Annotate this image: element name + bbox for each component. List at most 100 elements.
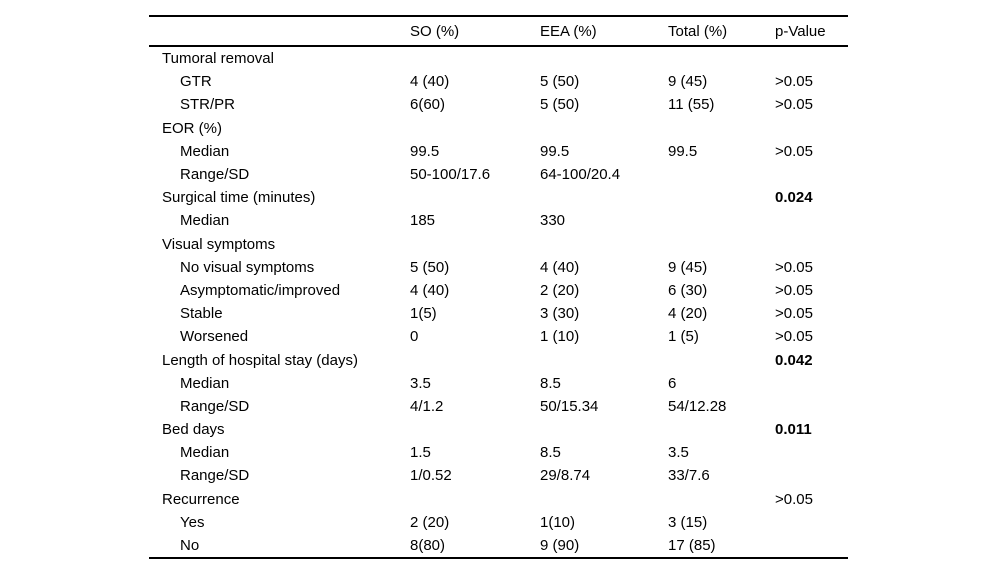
row-cell-total: 99.5 bbox=[668, 142, 698, 160]
row-cell-pvalue: >0.05 bbox=[775, 328, 813, 346]
row-cell-pvalue: >0.05 bbox=[775, 490, 813, 508]
table-row: EOR (%) bbox=[149, 117, 848, 140]
row-cell-pvalue: >0.05 bbox=[775, 142, 813, 160]
table-row: Median 1.5 8.5 3.5 bbox=[149, 441, 848, 464]
row-cell-eea: 1(10) bbox=[540, 513, 576, 531]
row-cell-pvalue: 0.024 bbox=[775, 189, 813, 207]
table-row: Median 99.5 99.5 99.5 >0.05 bbox=[149, 140, 848, 163]
row-cell-so: 4 (40) bbox=[410, 73, 450, 91]
row-label: Range/SD bbox=[180, 166, 250, 184]
table-row: Surgical time (minutes) 0.024 bbox=[149, 186, 848, 209]
row-cell-eea: 5 (50) bbox=[540, 96, 580, 114]
row-label: Surgical time (minutes) bbox=[162, 189, 316, 207]
row-cell-eea: 99.5 bbox=[540, 142, 570, 160]
comparison-table: SO (%) EEA (%) Total (%) p-Value Tumoral… bbox=[149, 15, 848, 560]
table-row: GTR 4 (40) 5 (50) 9 (45) >0.05 bbox=[149, 70, 848, 93]
row-cell-pvalue: >0.05 bbox=[775, 258, 813, 276]
row-cell-eea: 8.5 bbox=[540, 374, 561, 392]
row-label: STR/PR bbox=[180, 96, 236, 114]
row-cell-total: 33/7.6 bbox=[668, 467, 710, 485]
row-cell-total: 3.5 bbox=[668, 444, 689, 462]
row-cell-so: 1/0.52 bbox=[410, 467, 452, 485]
table-header-rule bbox=[149, 45, 848, 47]
row-cell-total: 6 bbox=[668, 374, 677, 392]
row-cell-total: 11 (55) bbox=[668, 96, 715, 114]
table-row: Visual symptoms bbox=[149, 233, 848, 256]
row-label: EOR (%) bbox=[162, 119, 222, 137]
table-row: Stable 1(5) 3 (30) 4 (20) >0.05 bbox=[149, 302, 848, 325]
table-row: Worsened 0 1 (10) 1 (5) >0.05 bbox=[149, 325, 848, 348]
row-cell-pvalue: 0.042 bbox=[775, 351, 813, 369]
row-cell-pvalue: >0.05 bbox=[775, 281, 813, 299]
row-cell-eea: 2 (20) bbox=[540, 281, 580, 299]
row-label: Median bbox=[180, 142, 230, 160]
row-cell-total: 54/12.28 bbox=[668, 397, 727, 415]
table-body: Tumoral removal GTR 4 (40) 5 (50) 9 (45)… bbox=[149, 47, 848, 557]
row-label: GTR bbox=[180, 73, 212, 91]
table-row: Median 185 330 bbox=[149, 209, 848, 232]
table-row: Length of hospital stay (days) 0.042 bbox=[149, 348, 848, 371]
header-total-column: Total (%) bbox=[668, 22, 728, 40]
table-row: Range/SD 4/1.2 50/15.34 54/12.28 bbox=[149, 395, 848, 418]
table-row: Range/SD 1/0.52 29/8.74 33/7.6 bbox=[149, 464, 848, 487]
row-cell-eea: 64-100/20.4 bbox=[540, 166, 621, 184]
row-label: Recurrence bbox=[162, 490, 240, 508]
table-row: Recurrence >0.05 bbox=[149, 488, 848, 511]
row-cell-eea: 9 (90) bbox=[540, 537, 580, 555]
table-row: Range/SD 50-100/17.6 64-100/20.4 bbox=[149, 163, 848, 186]
row-cell-so: 185 bbox=[410, 212, 436, 230]
row-cell-eea: 8.5 bbox=[540, 444, 561, 462]
header-eea-column: EEA (%) bbox=[540, 22, 597, 40]
row-cell-so: 5 (50) bbox=[410, 258, 450, 276]
row-cell-total: 9 (45) bbox=[668, 258, 708, 276]
row-label: Median bbox=[180, 444, 230, 462]
row-label: Yes bbox=[180, 513, 205, 531]
table-row: STR/PR 6(60) 5 (50) 11 (55) >0.05 bbox=[149, 93, 848, 116]
row-label: No bbox=[180, 537, 200, 555]
row-cell-so: 8(80) bbox=[410, 537, 446, 555]
table-row: No 8(80) 9 (90) 17 (85) bbox=[149, 534, 848, 557]
row-cell-so: 1.5 bbox=[410, 444, 431, 462]
table-row: No visual symptoms 5 (50) 4 (40) 9 (45) … bbox=[149, 256, 848, 279]
row-cell-eea: 5 (50) bbox=[540, 73, 580, 91]
row-cell-so: 6(60) bbox=[410, 96, 446, 114]
row-cell-so: 2 (20) bbox=[410, 513, 450, 531]
table-row: Yes 2 (20) 1(10) 3 (15) bbox=[149, 511, 848, 534]
row-label: Worsened bbox=[180, 328, 249, 346]
table-header-row: SO (%) EEA (%) Total (%) p-Value bbox=[149, 17, 848, 45]
row-label: Median bbox=[180, 212, 230, 230]
row-cell-so: 4/1.2 bbox=[410, 397, 444, 415]
row-label: Stable bbox=[180, 305, 223, 323]
table-row: Asymptomatic/improved 4 (40) 2 (20) 6 (3… bbox=[149, 279, 848, 302]
row-label: Tumoral removal bbox=[162, 50, 274, 68]
table-bottom-rule bbox=[149, 557, 848, 560]
row-cell-so: 50-100/17.6 bbox=[410, 166, 491, 184]
row-cell-total: 3 (15) bbox=[668, 513, 708, 531]
row-cell-eea: 4 (40) bbox=[540, 258, 580, 276]
row-label: Range/SD bbox=[180, 467, 250, 485]
row-cell-eea: 50/15.34 bbox=[540, 397, 599, 415]
table-row: Bed days 0.011 bbox=[149, 418, 848, 441]
row-cell-pvalue: >0.05 bbox=[775, 96, 813, 114]
table-row: Median 3.5 8.5 6 bbox=[149, 372, 848, 395]
table-top-rule bbox=[149, 15, 848, 17]
row-cell-pvalue: >0.05 bbox=[775, 73, 813, 91]
row-cell-eea: 330 bbox=[540, 212, 566, 230]
row-cell-total: 4 (20) bbox=[668, 305, 708, 323]
row-cell-eea: 29/8.74 bbox=[540, 467, 591, 485]
row-cell-eea: 3 (30) bbox=[540, 305, 580, 323]
table-row: Tumoral removal bbox=[149, 47, 848, 70]
row-cell-so: 1(5) bbox=[410, 305, 437, 323]
row-label: Asymptomatic/improved bbox=[180, 281, 341, 299]
row-cell-pvalue: >0.05 bbox=[775, 305, 813, 323]
row-cell-so: 0 bbox=[410, 328, 419, 346]
header-pvalue-column: p-Value bbox=[775, 22, 826, 40]
row-cell-so: 99.5 bbox=[410, 142, 440, 160]
row-cell-so: 4 (40) bbox=[410, 281, 450, 299]
row-cell-eea: 1 (10) bbox=[540, 328, 580, 346]
row-label: Range/SD bbox=[180, 397, 250, 415]
row-label: No visual symptoms bbox=[180, 258, 315, 276]
row-cell-pvalue: 0.011 bbox=[775, 421, 812, 439]
row-label: Visual symptoms bbox=[162, 235, 276, 253]
row-label: Bed days bbox=[162, 421, 225, 439]
